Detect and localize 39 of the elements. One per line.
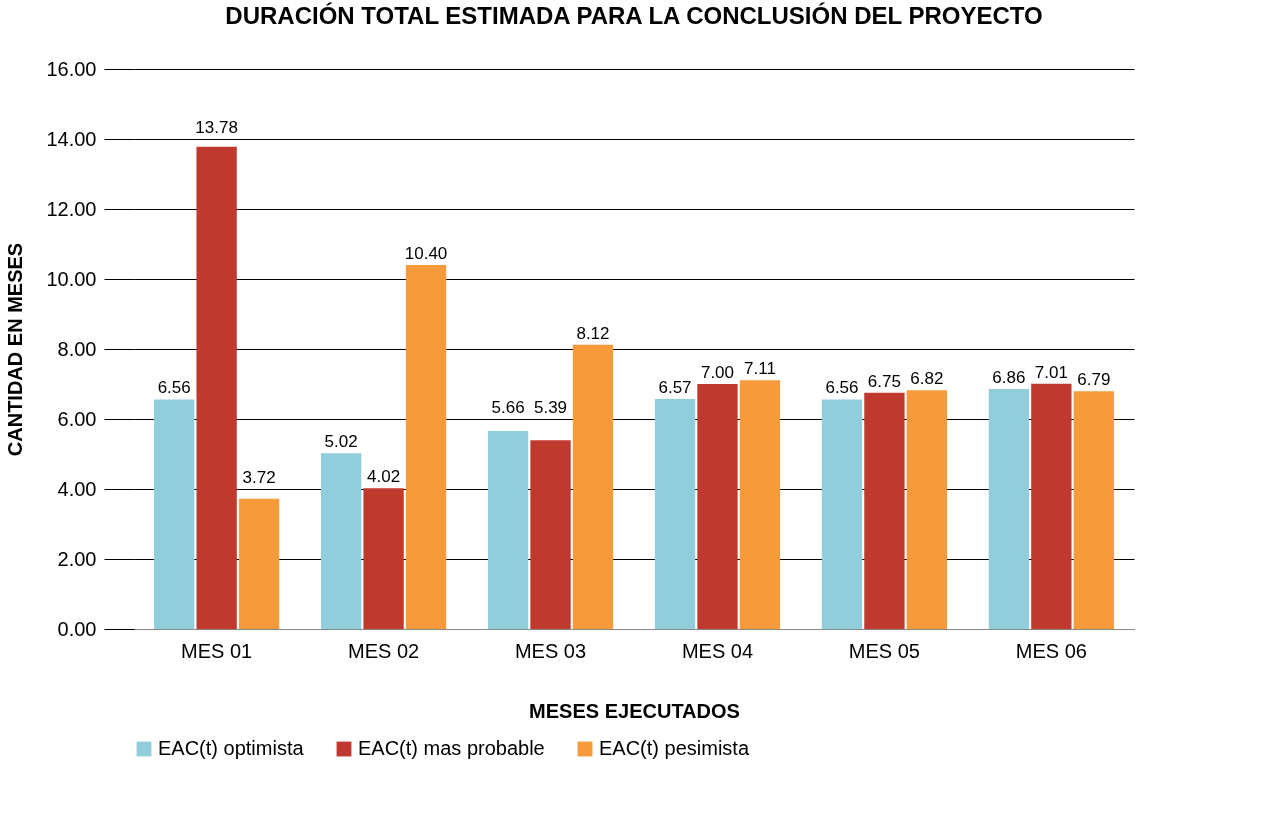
legend-label: EAC(t) mas probable <box>358 737 545 759</box>
y-tick-label: 12.00 <box>46 197 97 220</box>
x-tick-label: MES 02 <box>348 639 420 662</box>
y-tick-label: 16.00 <box>46 57 97 80</box>
data-label: 8.12 <box>576 323 610 343</box>
data-label: 6.56 <box>825 378 859 398</box>
data-label: 6.86 <box>992 367 1026 387</box>
legend-label: EAC(t) pesimista <box>599 737 750 759</box>
y-tick-label: 14.00 <box>46 127 97 150</box>
data-label: 7.00 <box>700 363 735 382</box>
x-tick-label: MES 03 <box>514 639 587 662</box>
y-tick-label: 2.00 <box>57 547 97 570</box>
data-label: 5.66 <box>491 398 525 417</box>
data-label: 10.40 <box>404 244 448 263</box>
data-label: 6.57 <box>658 378 692 398</box>
data-label: 5.39 <box>533 398 568 417</box>
x-tick-label: MES 01 <box>181 639 253 662</box>
x-tick-label: MES 05 <box>848 639 920 662</box>
data-label: 5.02 <box>324 432 358 452</box>
data-label: 3.72 <box>242 468 276 487</box>
y-tick-label: 10.00 <box>46 267 97 290</box>
y-tick-label: 0.00 <box>57 617 97 640</box>
data-label: 6.56 <box>157 378 191 398</box>
y-tick-label: 4.00 <box>57 477 97 500</box>
data-label: 6.79 <box>1077 370 1111 390</box>
chart-title: DURACIÓN TOTAL ESTIMADA PARA LA CONCLUSIÓN DEL PROYECTO <box>225 2 1043 29</box>
data-label: 4.02 <box>367 467 401 487</box>
y-tick-label: 8.00 <box>57 337 97 360</box>
data-label: 7.11 <box>744 359 776 379</box>
legend-label: EAC(t) optimista <box>158 737 305 759</box>
y-axis-title: CANTIDAD EN MESES <box>4 242 27 457</box>
data-label: 6.75 <box>867 371 901 391</box>
x-tick-label: MES 04 <box>681 639 754 662</box>
data-label: 6.82 <box>910 369 944 389</box>
data-label: 7.01 <box>1034 362 1068 382</box>
x-axis-title: MESES EJECUTADOS <box>529 699 740 722</box>
x-tick-label: MES 06 <box>1015 639 1087 662</box>
y-tick-label: 6.00 <box>57 407 97 430</box>
data-label: 13.78 <box>195 118 238 137</box>
